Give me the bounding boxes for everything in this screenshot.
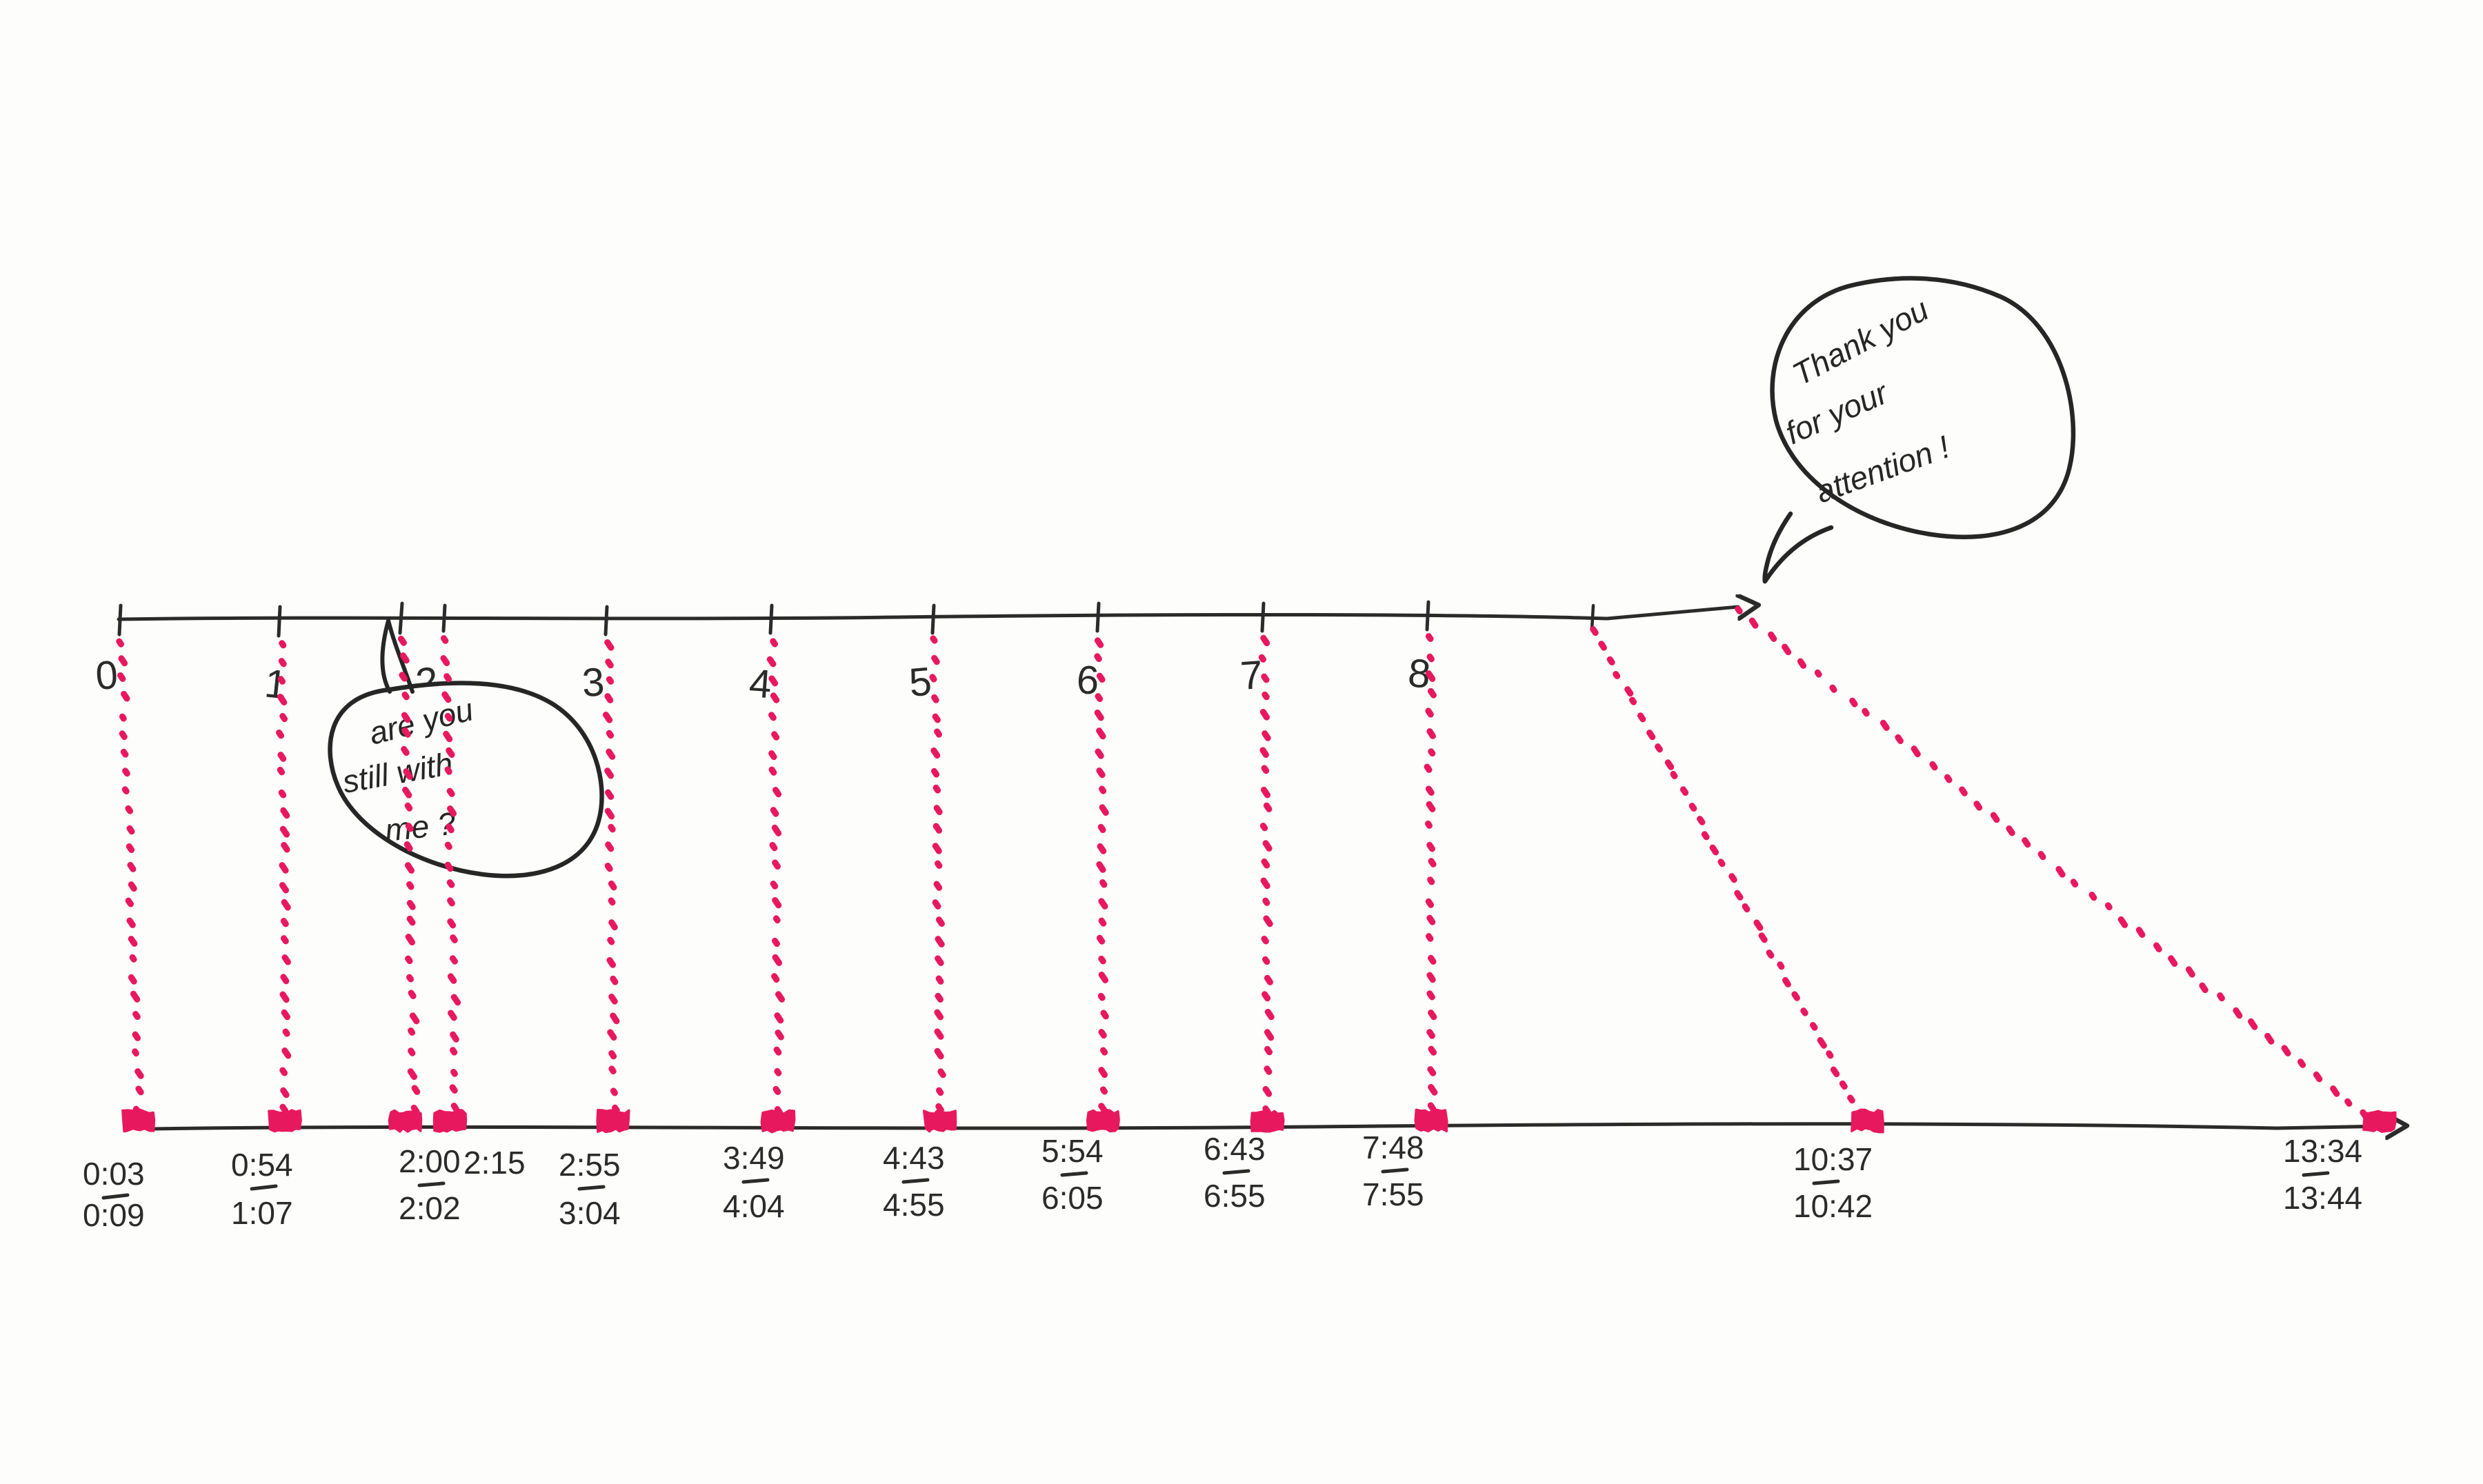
svg-text:7:55: 7:55: [1362, 1176, 1424, 1212]
svg-text:6:55: 6:55: [1204, 1178, 1266, 1214]
svg-text:6:05: 6:05: [1041, 1180, 1104, 1216]
svg-text:0:09: 0:09: [83, 1197, 145, 1233]
svg-text:3:49: 3:49: [723, 1140, 785, 1176]
svg-text:6:43: 6:43: [1204, 1131, 1266, 1167]
svg-text:4:55: 4:55: [883, 1187, 945, 1223]
svg-text:3: 3: [581, 659, 606, 705]
svg-text:7:48: 7:48: [1362, 1130, 1424, 1165]
svg-text:2:55: 2:55: [559, 1147, 621, 1183]
svg-text:1:07: 1:07: [231, 1195, 293, 1231]
svg-text:3:04: 3:04: [559, 1195, 621, 1231]
svg-text:13:34: 13:34: [2283, 1133, 2362, 1169]
svg-text:4: 4: [748, 661, 773, 707]
svg-text:0:03: 0:03: [83, 1156, 145, 1192]
svg-text:13:44: 13:44: [2283, 1180, 2362, 1216]
svg-text:2:15: 2:15: [463, 1145, 526, 1181]
svg-text:4:04: 4:04: [723, 1188, 785, 1224]
svg-text:0: 0: [94, 652, 119, 699]
svg-text:5: 5: [907, 659, 933, 705]
svg-text:2:02: 2:02: [399, 1190, 461, 1226]
svg-text:5:54: 5:54: [1041, 1133, 1104, 1169]
svg-text:0:54: 0:54: [231, 1147, 293, 1183]
svg-text:10:37: 10:37: [1793, 1141, 1873, 1177]
svg-text:2:00: 2:00: [399, 1143, 461, 1179]
svg-text:10:42: 10:42: [1793, 1188, 1873, 1224]
svg-text:4:43: 4:43: [883, 1140, 945, 1176]
